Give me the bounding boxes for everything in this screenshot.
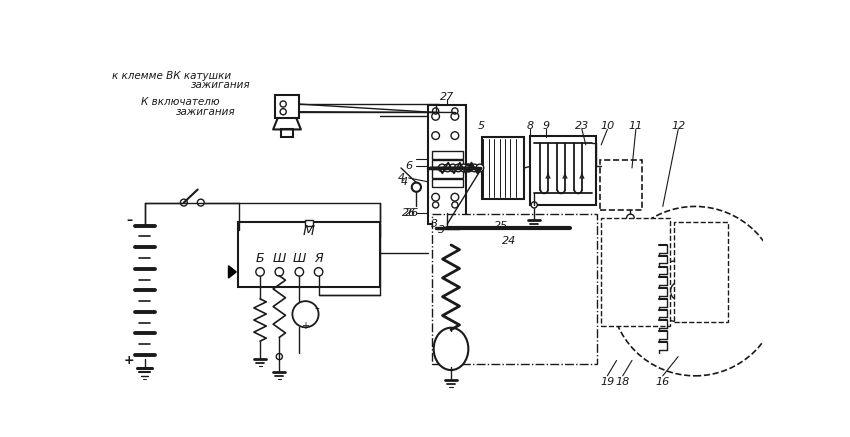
Circle shape (455, 164, 462, 172)
Text: 3: 3 (439, 225, 445, 235)
Circle shape (451, 112, 459, 120)
Text: 27: 27 (440, 92, 454, 102)
Bar (428, 105, 467, 224)
Text: –: – (126, 214, 133, 227)
Text: 4: 4 (398, 173, 405, 183)
Bar (482, 137, 524, 199)
Bar (432, 160, 462, 169)
Circle shape (465, 164, 473, 172)
Text: +: + (302, 321, 309, 331)
Text: +: + (124, 354, 134, 367)
Circle shape (256, 267, 264, 276)
Text: зажигания: зажигания (191, 80, 251, 90)
Bar (432, 151, 462, 160)
Circle shape (460, 164, 468, 172)
Text: 19: 19 (600, 377, 615, 387)
Ellipse shape (434, 328, 468, 370)
Bar (674, 222, 728, 322)
Bar (432, 170, 462, 178)
Circle shape (444, 164, 451, 172)
Circle shape (671, 282, 689, 300)
Text: к клемме ВК катушки: к клемме ВК катушки (112, 70, 231, 80)
Circle shape (433, 108, 439, 114)
Text: 3: 3 (430, 219, 438, 229)
Text: 5: 5 (479, 121, 485, 131)
Circle shape (452, 202, 458, 208)
Circle shape (451, 193, 459, 201)
Bar (599, 160, 642, 210)
Bar (305, 220, 313, 226)
Bar (530, 135, 596, 205)
Text: 11: 11 (629, 121, 643, 131)
Circle shape (197, 199, 204, 206)
Polygon shape (229, 266, 236, 278)
Circle shape (275, 267, 284, 276)
Circle shape (449, 164, 456, 172)
Text: 8: 8 (527, 121, 534, 131)
Circle shape (314, 267, 323, 276)
Circle shape (433, 202, 439, 208)
Circle shape (411, 183, 421, 192)
Bar (275, 95, 298, 118)
Circle shape (471, 164, 479, 172)
Text: 16: 16 (655, 377, 670, 387)
Text: К включателю: К включателю (141, 97, 220, 108)
Circle shape (432, 112, 439, 120)
Circle shape (476, 164, 484, 172)
Text: зажигания: зажигания (176, 107, 235, 117)
Text: –: – (314, 303, 320, 313)
Bar (280, 129, 293, 137)
Bar (432, 179, 462, 187)
Circle shape (180, 199, 187, 206)
Text: 26: 26 (405, 208, 420, 218)
Bar (432, 214, 598, 364)
Bar (238, 222, 380, 287)
Text: Я: Я (314, 252, 323, 265)
Circle shape (276, 354, 282, 360)
Circle shape (626, 214, 634, 222)
Circle shape (295, 267, 303, 276)
Text: 24: 24 (502, 236, 516, 246)
Text: 23: 23 (575, 121, 589, 131)
Circle shape (280, 109, 286, 115)
Circle shape (452, 108, 458, 114)
Text: 12: 12 (671, 121, 685, 131)
Text: 26: 26 (401, 208, 416, 218)
Text: М: М (303, 224, 315, 238)
Circle shape (439, 164, 446, 172)
Circle shape (451, 132, 459, 139)
Circle shape (649, 260, 711, 322)
Circle shape (292, 301, 319, 327)
Circle shape (280, 101, 286, 107)
Bar (601, 218, 671, 326)
Circle shape (432, 193, 439, 201)
Circle shape (432, 132, 439, 139)
Text: 9: 9 (542, 121, 549, 131)
Text: Ш: Ш (292, 252, 306, 265)
Text: 6: 6 (405, 161, 412, 171)
Text: 10: 10 (600, 121, 615, 131)
Text: 18: 18 (615, 377, 630, 387)
Text: Ш: Ш (273, 252, 286, 265)
Text: Б: Б (256, 252, 264, 265)
Text: 4: 4 (401, 177, 408, 187)
Text: 25: 25 (494, 221, 508, 231)
Circle shape (531, 202, 537, 208)
